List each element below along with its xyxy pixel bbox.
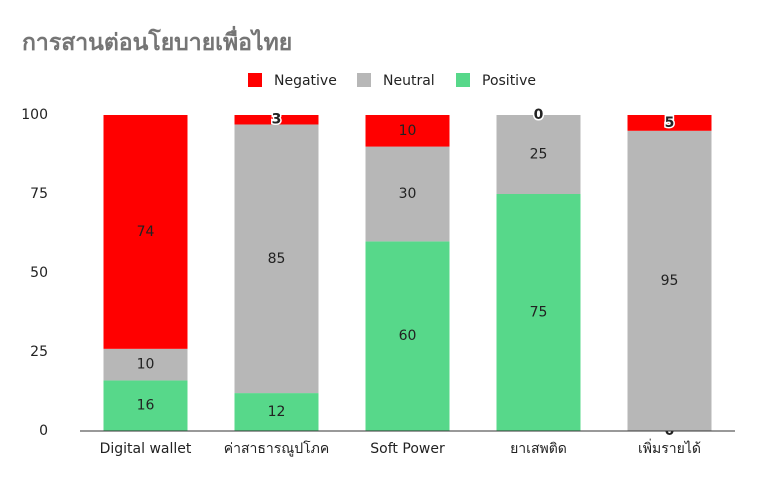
y-tick-label: 25 [30,344,48,360]
y-tick-label: 50 [30,265,48,281]
data-label: 10 [137,357,155,373]
legend-swatch [248,73,262,87]
bar-segment [234,115,319,125]
x-tick-label: ยาเสพติด [510,441,567,457]
bar-segment [365,146,450,242]
x-tick-label: Soft Power [370,441,445,457]
data-label: 5 [665,115,675,131]
chart-title: การสานต่อนโยบายเพื่อไทย [22,25,292,56]
data-label: 12 [268,404,286,420]
data-label: 75 [530,305,548,321]
legend-label: Positive [482,73,536,89]
bar-segment [365,115,450,147]
bar-segment [103,348,188,381]
y-tick-label: 75 [30,186,48,202]
legend-label: Negative [274,73,337,89]
data-label: 95 [661,273,679,289]
bar-segment [103,115,188,349]
bar-segment [103,380,188,431]
legend-swatch [456,73,470,87]
data-label: 10 [399,123,417,139]
data-label: 30 [399,186,417,202]
bar-segment [234,393,319,431]
data-label: 3 [272,112,282,128]
bar-segment [627,115,712,131]
data-label: 74 [137,224,155,240]
data-label: 85 [268,251,286,267]
x-tick-label: เพิ่มรายได้ [638,439,701,457]
bar-segment [234,124,319,394]
y-tick-label: 0 [39,423,48,439]
bar-segment [365,241,450,431]
bar-segment [496,115,581,194]
legend-label: Neutral [383,73,435,89]
data-label: 60 [399,328,417,344]
bar-segment [627,130,712,432]
y-tick-label: 100 [21,107,48,123]
data-label: 25 [530,147,548,163]
x-tick-label: Digital wallet [100,441,192,457]
data-label: 16 [137,398,155,414]
bar-segment [496,194,581,431]
x-tick-label: ค่าสาธารณูปโภค [224,440,330,457]
data-label: 0 [534,107,544,123]
legend-swatch [357,73,371,87]
